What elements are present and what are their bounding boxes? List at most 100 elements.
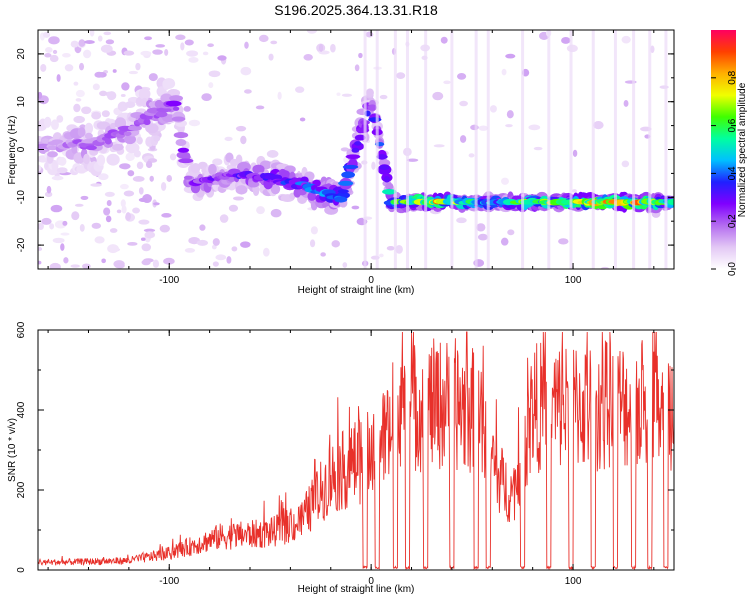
spectrogram-speckle bbox=[149, 175, 154, 182]
spectrogram-ridge-blob bbox=[248, 181, 260, 188]
spectrogram-speckle bbox=[478, 125, 489, 131]
spectrogram-speckle bbox=[601, 266, 609, 269]
spectrogram-speckle bbox=[507, 229, 515, 236]
spectrogram-ridge-blob bbox=[101, 110, 110, 118]
spectrogram-speckle bbox=[52, 237, 65, 244]
spectrogram-ridge-blob bbox=[270, 184, 281, 195]
spectrogram-x-tick-label: -100 bbox=[159, 275, 179, 286]
spectrogram-ridge-blob bbox=[153, 135, 161, 142]
spectrogram-speckle bbox=[533, 146, 543, 151]
snr-y-tick-label: 0 bbox=[16, 567, 27, 573]
spectrogram-ridge-blob bbox=[124, 101, 136, 108]
spectrogram-speckle bbox=[443, 80, 451, 85]
spectrogram-speckle bbox=[60, 243, 65, 251]
spectrogram-speckle bbox=[70, 264, 80, 268]
spectrogram-speckle bbox=[152, 259, 160, 268]
spectrogram-speckle bbox=[228, 204, 239, 212]
spectrogram-ridge-blob bbox=[252, 164, 265, 174]
spectrogram-ridge-blob bbox=[354, 134, 366, 141]
spectrogram-speckle bbox=[41, 217, 52, 225]
spectrogram-speckle bbox=[104, 191, 115, 197]
spectrogram-speckle bbox=[125, 212, 131, 221]
spectrogram-ridge-blob bbox=[136, 136, 143, 145]
chart-title: S196.2025.364.13.31.R18 bbox=[274, 2, 438, 18]
spectrogram-speckle bbox=[60, 232, 70, 236]
spectrogram-speckle bbox=[71, 211, 80, 221]
colorbar-tick-label: 0.4 bbox=[727, 166, 738, 180]
spectrogram-ridge-blob bbox=[109, 122, 117, 129]
spectrogram-streak bbox=[648, 30, 652, 269]
spectrogram-speckle bbox=[506, 110, 514, 119]
colorbar-tick-label: 0.0 bbox=[727, 262, 738, 276]
spectrogram-speckle bbox=[49, 262, 61, 269]
spectrogram-ridge-blob bbox=[124, 134, 137, 145]
spectrogram-speckle bbox=[140, 50, 152, 56]
spectrogram-ridge-blob bbox=[123, 131, 132, 137]
spectrogram-speckle bbox=[318, 44, 324, 52]
spectrogram-speckle bbox=[120, 199, 126, 208]
spectrogram-speckle bbox=[240, 66, 252, 76]
spectrogram-speckle bbox=[128, 70, 139, 75]
spectrogram-speckle bbox=[468, 153, 475, 158]
spectrogram-speckle bbox=[255, 105, 265, 110]
spectrogram-ridge-blob bbox=[180, 153, 191, 161]
spectrogram-speckle bbox=[112, 69, 117, 73]
spectrogram-speckle bbox=[145, 160, 153, 169]
spectrogram-speckle bbox=[208, 70, 221, 78]
spectrogram-speckle bbox=[310, 226, 318, 235]
spectrogram-speckle bbox=[79, 62, 85, 71]
spectrogram-speckle bbox=[477, 233, 489, 241]
spectrogram-speckle bbox=[42, 31, 51, 38]
spectrogram-speckle bbox=[89, 30, 95, 37]
spectrogram-speckle bbox=[49, 54, 59, 63]
spectrogram-ridge-blob bbox=[307, 191, 317, 201]
spectrogram-speckle bbox=[440, 36, 448, 44]
spectrogram-speckle bbox=[143, 228, 156, 233]
spectrogram-speckle bbox=[186, 50, 199, 57]
spectrogram-speckle bbox=[505, 53, 516, 59]
spectrogram-streak bbox=[613, 30, 617, 269]
spectrogram-ridge-blob bbox=[104, 137, 112, 145]
snr-x-tick-label: 0 bbox=[368, 576, 374, 587]
spectrogram-speckle bbox=[50, 204, 63, 213]
spectrogram-streak bbox=[424, 30, 428, 269]
spectrogram-speckle bbox=[188, 57, 199, 63]
spectrogram-speckle bbox=[371, 161, 376, 170]
spectrogram-speckle bbox=[351, 205, 360, 210]
spectrogram-speckle bbox=[379, 253, 384, 258]
spectrogram-speckle bbox=[489, 105, 497, 113]
spectrogram-ridge-blob bbox=[56, 167, 68, 174]
spectrogram-ridge-blob bbox=[51, 139, 64, 144]
colorbar-label: Normalized spectral amplitude bbox=[737, 82, 748, 217]
spectrogram-speckle bbox=[109, 228, 118, 233]
spectrogram-streak bbox=[547, 30, 551, 269]
spectrogram-ridge-blob bbox=[367, 104, 377, 111]
spectrogram-speckle bbox=[107, 244, 119, 254]
colorbar-ticks: 0.0 0.2 0.4 0.6 0.8 bbox=[711, 70, 738, 276]
spectrogram-ridge-blob bbox=[365, 88, 374, 98]
spectrogram-speckle bbox=[231, 246, 238, 252]
spectrogram-speckle bbox=[571, 189, 577, 193]
spectrogram-x-tick-label: 100 bbox=[565, 275, 582, 286]
spectrogram-ridge-blob bbox=[96, 154, 106, 167]
spectrogram-ridge-blob bbox=[165, 100, 182, 107]
spectrogram-speckle bbox=[184, 248, 196, 253]
colorbar-gradient bbox=[711, 30, 736, 269]
spectrogram-speckle bbox=[244, 89, 252, 94]
spectrogram-speckle bbox=[331, 240, 340, 248]
spectrogram-speckle bbox=[623, 100, 629, 107]
spectrogram-speckle bbox=[105, 215, 112, 223]
spectrogram-speckle bbox=[358, 52, 363, 59]
spectrogram-speckle bbox=[81, 106, 92, 115]
spectrogram-speckle bbox=[127, 241, 138, 246]
spectrogram-ridge-blob bbox=[385, 182, 394, 190]
spectrogram-ridge-blob bbox=[38, 164, 42, 172]
spectrogram-speckle bbox=[140, 237, 146, 241]
spectrogram-speckle bbox=[138, 187, 144, 195]
spectrogram-ridge-blob bbox=[47, 145, 58, 151]
spectrogram-speckle bbox=[235, 125, 247, 132]
spectrogram-ridge-blob bbox=[160, 93, 173, 104]
spectrogram-speckle bbox=[123, 190, 135, 197]
spectrogram-x-tick-label: 0 bbox=[368, 275, 374, 286]
spectrogram-speckle bbox=[119, 183, 129, 190]
